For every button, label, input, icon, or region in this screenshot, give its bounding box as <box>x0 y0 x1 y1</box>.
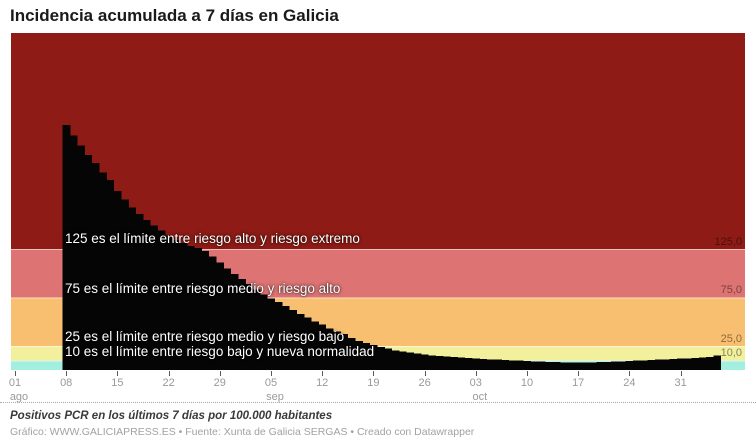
annotation-limit-75: 75 es el límite entre riesgo medio y rie… <box>65 281 341 296</box>
footer-divider <box>0 402 756 403</box>
x-axis-tick-label: 24 <box>623 377 636 389</box>
x-axis-tick-label: 15 <box>111 377 124 389</box>
y-axis-label-75: 75,0 <box>720 284 742 296</box>
plot-area: 125 es el límite entre riesgo alto y rie… <box>11 33 745 370</box>
bars-and-bands-layer <box>11 33 745 370</box>
x-axis-tick <box>168 371 170 376</box>
x-axis-tick <box>373 371 375 376</box>
annotation-limit-10: 10 es el límite entre riesgo bajo y nuev… <box>65 344 375 359</box>
x-axis-tick <box>66 371 68 376</box>
x-axis-tick-label: 17 <box>572 377 585 389</box>
x-axis-tick <box>117 371 119 376</box>
annotation-limit-25: 25 es el límite entre riesgo medio y rie… <box>65 329 345 344</box>
x-axis-tick <box>219 371 221 376</box>
y-axis-label-125: 125,0 <box>714 236 742 248</box>
y-axis-label-10: 10,0 <box>720 347 742 359</box>
x-axis-month-label: sep <box>266 391 284 403</box>
x-axis-tick <box>629 371 631 376</box>
x-axis-tick-label: 12 <box>316 377 329 389</box>
x-axis-month-label: oct <box>472 391 488 403</box>
x-axis-tick-label: 19 <box>367 377 380 389</box>
x-axis-tick-label: 03 <box>469 377 482 389</box>
y-axis-label-25: 25,0 <box>720 333 742 345</box>
x-axis-month-label: ago <box>9 391 29 403</box>
x-axis-tick <box>271 371 272 376</box>
footer-credit: Gráfico: WWW.GALICIAPRESS.ES • Fuente: X… <box>10 426 475 438</box>
x-axis-tick-label: 08 <box>60 377 73 389</box>
x-axis-tick-label: 01 <box>8 377 22 389</box>
x-axis-tick <box>680 371 682 376</box>
x-axis-tick-label: 22 <box>162 377 175 389</box>
x-axis-tick-label: 10 <box>520 377 534 389</box>
x-axis-tick-label: 31 <box>674 377 687 389</box>
x-axis-tick <box>15 371 16 376</box>
x-axis-tick-label: 29 <box>213 377 226 389</box>
x-axis-tick <box>527 371 528 376</box>
x-axis-tick-label: 05 <box>264 377 278 389</box>
x-axis-tick <box>578 371 580 376</box>
x-axis-tick <box>424 371 426 376</box>
x-axis-tick <box>322 371 324 376</box>
x-axis-tick <box>475 371 477 376</box>
footer-note: Positivos PCR en los últimos 7 días por … <box>10 410 333 422</box>
annotation-limit-125: 125 es el límite entre riesgo alto y rie… <box>65 231 360 246</box>
x-axis-tick-label: 26 <box>418 377 431 389</box>
x-axis: 01 ago 08 15 22 29 05 sep 12 19 26 03 oct 10 17 24 31 <box>9 370 745 404</box>
chart-title: Incidencia acumulada a 7 días en Galicia <box>10 6 339 25</box>
